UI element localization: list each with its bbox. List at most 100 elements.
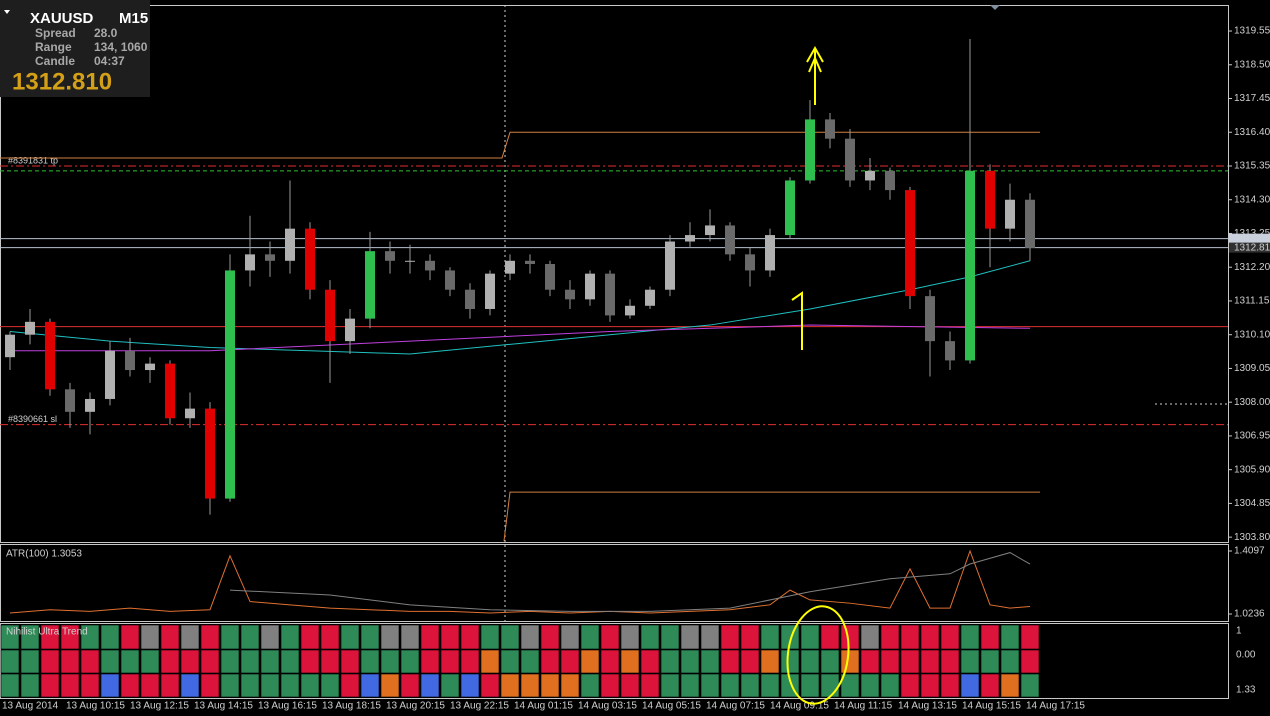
candle-body [525,260,535,265]
annotation-arrow [806,45,824,105]
y-tick-label: 1.0236 [1234,609,1265,620]
info-label: Spread [35,26,76,40]
trend-cell [620,624,640,650]
trend-cell [960,649,980,674]
trend-cell [580,624,600,650]
trend-cell [360,649,380,674]
trend-cell [800,624,820,650]
y-tick-label: 1306.95 [1234,431,1270,442]
trend-cell [100,649,120,674]
trend-cell [220,624,240,650]
indicator-line [503,491,1040,542]
trend-cell [480,649,500,674]
candle-body [965,170,975,361]
candle-body [105,350,115,399]
candle-body [1025,199,1035,248]
trend-cell [640,649,660,674]
trend-cell [60,673,80,698]
trend-cell [300,624,320,650]
trend-scale-label: 1 [1236,626,1242,637]
trend-cell [900,624,920,650]
info-value: 28.0 [94,26,118,40]
trend-cell [120,624,140,650]
trend-cell [420,649,440,674]
trend-cell [80,624,100,650]
trend-cell [940,673,960,698]
indicator-line [9,260,1031,355]
info-toggle[interactable] [4,10,10,14]
annotations [786,45,850,705]
price-tag-label: 1313.09 [1234,233,1270,244]
trend-cell [840,673,860,698]
trend-cell [20,624,40,650]
trend-cell [720,624,740,650]
trend-cell [980,673,1000,698]
y-tick-label: 1313.25 [1234,228,1270,239]
time-label: 14 Aug 05:15 [642,701,701,712]
trend-cell [260,624,280,650]
time-label: 13 Aug 10:15 [66,701,125,712]
trend-cell [180,649,200,674]
trend-cell [40,624,60,650]
y-tick-label: 1317.45 [1234,93,1270,104]
candle-body [705,225,715,236]
trend-cell [880,673,900,698]
time-label: 14 Aug 17:15 [1026,701,1085,712]
trend-cell [920,624,940,650]
candle-body [825,119,835,139]
y-tick-label: 1318.50 [1234,59,1270,70]
trend-cell [800,649,820,674]
trend-cell [840,624,860,650]
y-tick-label: 1311.15 [1234,296,1270,307]
order-label: #8391831 tp [8,155,58,165]
trend-cell [940,649,960,674]
trend-cell [880,624,900,650]
candle-body [405,260,415,262]
trend-cell [960,673,980,698]
candle-body [85,398,95,412]
trend-cell [0,624,20,650]
trend-cell [520,624,540,650]
info-label: Candle [35,54,75,68]
trend-cell [400,624,420,650]
trend-cell [440,673,460,698]
trend-cell [200,624,220,650]
y-tick-label: 1305.90 [1234,464,1270,475]
trend-cell [1000,673,1020,698]
trend-cell [840,649,860,674]
time-label: 13 Aug 14:15 [194,701,253,712]
trend-cell [480,624,500,650]
trend-cell [320,673,340,698]
candle-body [1005,199,1015,229]
trend-cell [820,673,840,698]
trend-cell [180,624,200,650]
candle-body [545,264,555,290]
trend-cell [620,649,640,674]
trend-cell [760,649,780,674]
trend-cell [860,624,880,650]
candle-body [845,138,855,181]
trend-cell [440,624,460,650]
trend-cell [20,673,40,698]
trend-cell [660,649,680,674]
time-label: 14 Aug 07:15 [706,701,765,712]
candle-body [125,350,135,371]
candle-body [925,296,935,342]
trend-cell [1000,624,1020,650]
y-tick-label: 1310.10 [1234,329,1270,340]
time-label: 13 Aug 16:15 [258,701,317,712]
trend-cell [380,624,400,650]
price-tag [1229,233,1270,244]
candle-body [205,408,215,499]
trend-cell [860,673,880,698]
y-tick-label: 1315.35 [1234,161,1270,172]
candle-body [185,408,195,419]
trend-cell [540,624,560,650]
trend-cell [880,649,900,674]
trend-cell [20,649,40,674]
trend-cell [560,673,580,698]
info-value: 134, 1060 [94,40,148,54]
trend-cell [760,624,780,650]
trend-cell [340,673,360,698]
candle-body [765,235,775,271]
